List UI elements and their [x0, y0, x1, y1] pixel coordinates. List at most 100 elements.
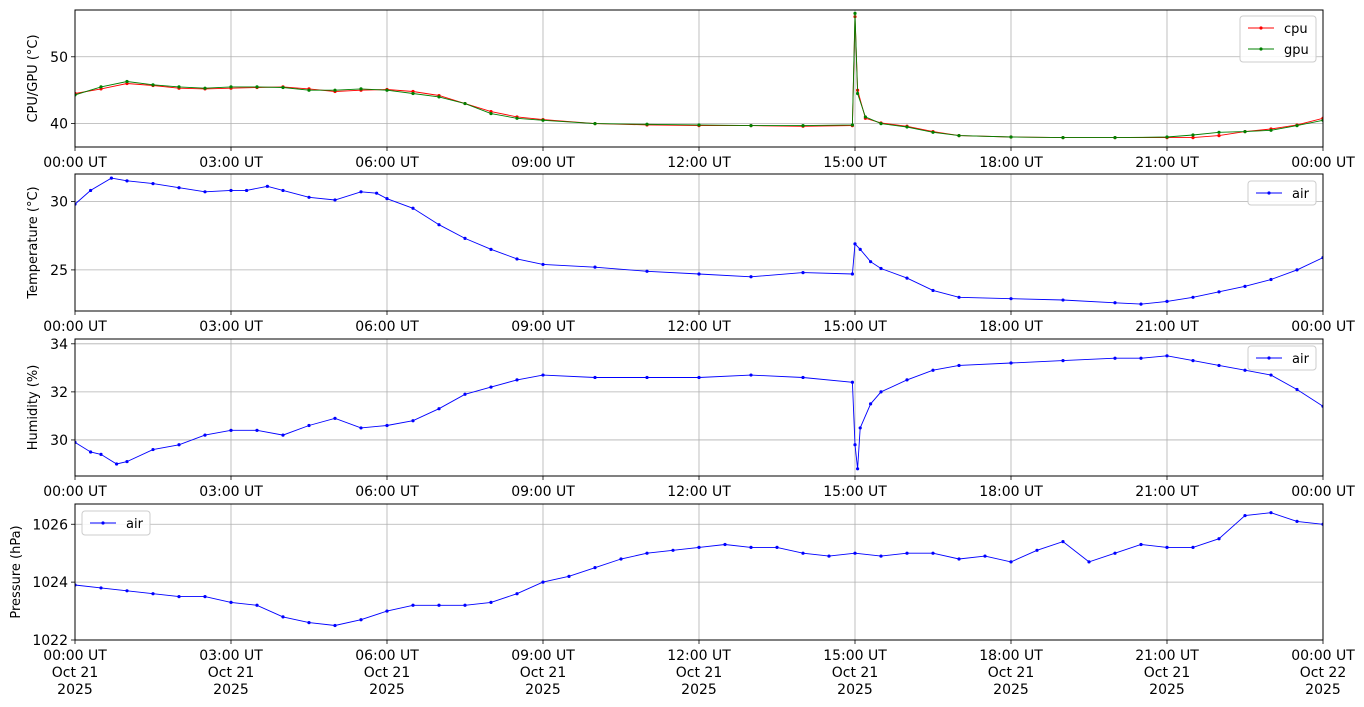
x-tick-label: 00:00 UT — [1291, 484, 1355, 500]
legend-marker — [1259, 26, 1263, 30]
data-point — [723, 542, 727, 547]
data-point — [827, 554, 831, 558]
data-point — [385, 609, 389, 613]
data-point — [869, 260, 873, 264]
x-tick-label: 03:00 UT — [199, 319, 263, 335]
data-point — [879, 554, 883, 558]
x-tick-line: 15:00 UT — [823, 648, 887, 664]
y-tick-label: 1022 — [32, 633, 68, 649]
data-point — [463, 236, 467, 240]
legend-marker — [1267, 356, 1271, 360]
data-point — [645, 269, 649, 273]
data-point — [957, 134, 961, 138]
axes-frame — [74, 503, 1324, 641]
data-point — [853, 11, 857, 15]
data-point — [801, 375, 805, 380]
axes-frame — [74, 173, 1324, 312]
data-point — [749, 275, 753, 279]
x-tick-label: 09:00 UT — [511, 319, 575, 335]
data-point — [593, 566, 597, 570]
y-tick-label: 34 — [50, 337, 68, 353]
x-tick-line: 18:00 UT — [979, 155, 1043, 171]
data-point — [203, 190, 207, 194]
x-tick-line: Oct 22 — [1300, 665, 1346, 681]
x-tick-label: 12:00 UT — [667, 319, 731, 335]
x-tick-line: 06:00 UT — [355, 484, 419, 500]
data-point — [1269, 128, 1273, 132]
subplot-1: 00:00 UT 03:00 UT 06:00 UT 09:00 UT 12:00 UT… — [26, 9, 1355, 171]
x-tick-label: 03:00 UT — [199, 155, 263, 171]
x-tick-line: 12:00 UT — [667, 648, 731, 664]
data-point — [333, 623, 337, 628]
data-point — [1061, 540, 1065, 544]
x-tick-line: 21:00 UT — [1135, 484, 1199, 500]
x-tick-label: 18:00 UT — [979, 484, 1043, 500]
data-point — [489, 111, 493, 116]
data-point — [1191, 136, 1195, 140]
data-point — [333, 198, 337, 202]
legend-marker — [1259, 47, 1263, 51]
x-tick-line: 2025 — [213, 682, 249, 698]
x-tick-line: 2025 — [525, 682, 561, 698]
y-tick-label: 30 — [50, 433, 68, 449]
data-point — [229, 85, 233, 89]
data-point — [151, 592, 155, 596]
x-tick-line: 03:00 UT — [199, 319, 263, 335]
data-point — [307, 195, 311, 199]
axes-frame — [74, 9, 1324, 148]
data-point — [1113, 551, 1117, 555]
data-point — [1035, 548, 1039, 552]
x-tick-line: 15:00 UT — [823, 319, 887, 335]
data-point — [1295, 519, 1299, 523]
data-point — [177, 186, 181, 190]
data-point — [385, 88, 389, 92]
data-point — [879, 266, 883, 271]
x-tick-line: 12:00 UT — [667, 319, 731, 335]
data-point — [177, 443, 181, 447]
data-point — [1087, 560, 1091, 564]
data-point — [437, 603, 441, 607]
x-tick-label: 06:00 UT Oct 21 2025 — [355, 648, 419, 698]
y-axis-label: Humidity (%) — [26, 365, 41, 451]
x-tick-line: 2025 — [837, 682, 873, 698]
x-tick-line: Oct 21 — [520, 665, 566, 681]
data-point — [229, 428, 233, 432]
x-tick-label: 18:00 UT Oct 21 2025 — [979, 648, 1043, 698]
data-point — [99, 452, 103, 456]
data-point — [879, 390, 883, 394]
data-point — [905, 551, 909, 555]
series-air — [75, 511, 1323, 628]
x-tick-line: 18:00 UT — [979, 484, 1043, 500]
data-point — [541, 580, 545, 584]
x-tick-line: 21:00 UT — [1135, 319, 1199, 335]
x-tick-label: 15:00 UT — [823, 155, 887, 171]
data-point — [359, 87, 363, 91]
series-gpu — [75, 11, 1323, 140]
data-point — [619, 557, 623, 561]
series-line-air — [75, 177, 1323, 305]
data-point — [671, 548, 675, 552]
data-point — [359, 190, 363, 194]
x-tick-line: 00:00 UT — [43, 484, 107, 500]
x-tick-line: 18:00 UT — [979, 319, 1043, 335]
data-point — [1061, 298, 1065, 302]
series-line-gpu — [75, 13, 1323, 139]
data-point — [858, 247, 862, 251]
y-tick-label: 40 — [50, 117, 68, 133]
data-point — [515, 592, 519, 596]
data-point — [489, 247, 493, 251]
x-tick-label: 06:00 UT — [355, 155, 419, 171]
data-point — [850, 272, 855, 276]
data-point — [255, 428, 259, 432]
x-tick-line: 18:00 UT — [979, 648, 1043, 664]
legend-label: gpu — [1284, 43, 1309, 58]
y-axis-label: Pressure (hPa) — [9, 525, 24, 618]
data-point — [99, 85, 103, 89]
x-tick-label: 09:00 UT — [511, 155, 575, 171]
data-point — [255, 85, 259, 89]
data-point — [1165, 135, 1169, 139]
data-point — [957, 557, 961, 561]
data-point — [856, 467, 860, 471]
x-tick-line: 00:00 UT — [1291, 648, 1355, 664]
